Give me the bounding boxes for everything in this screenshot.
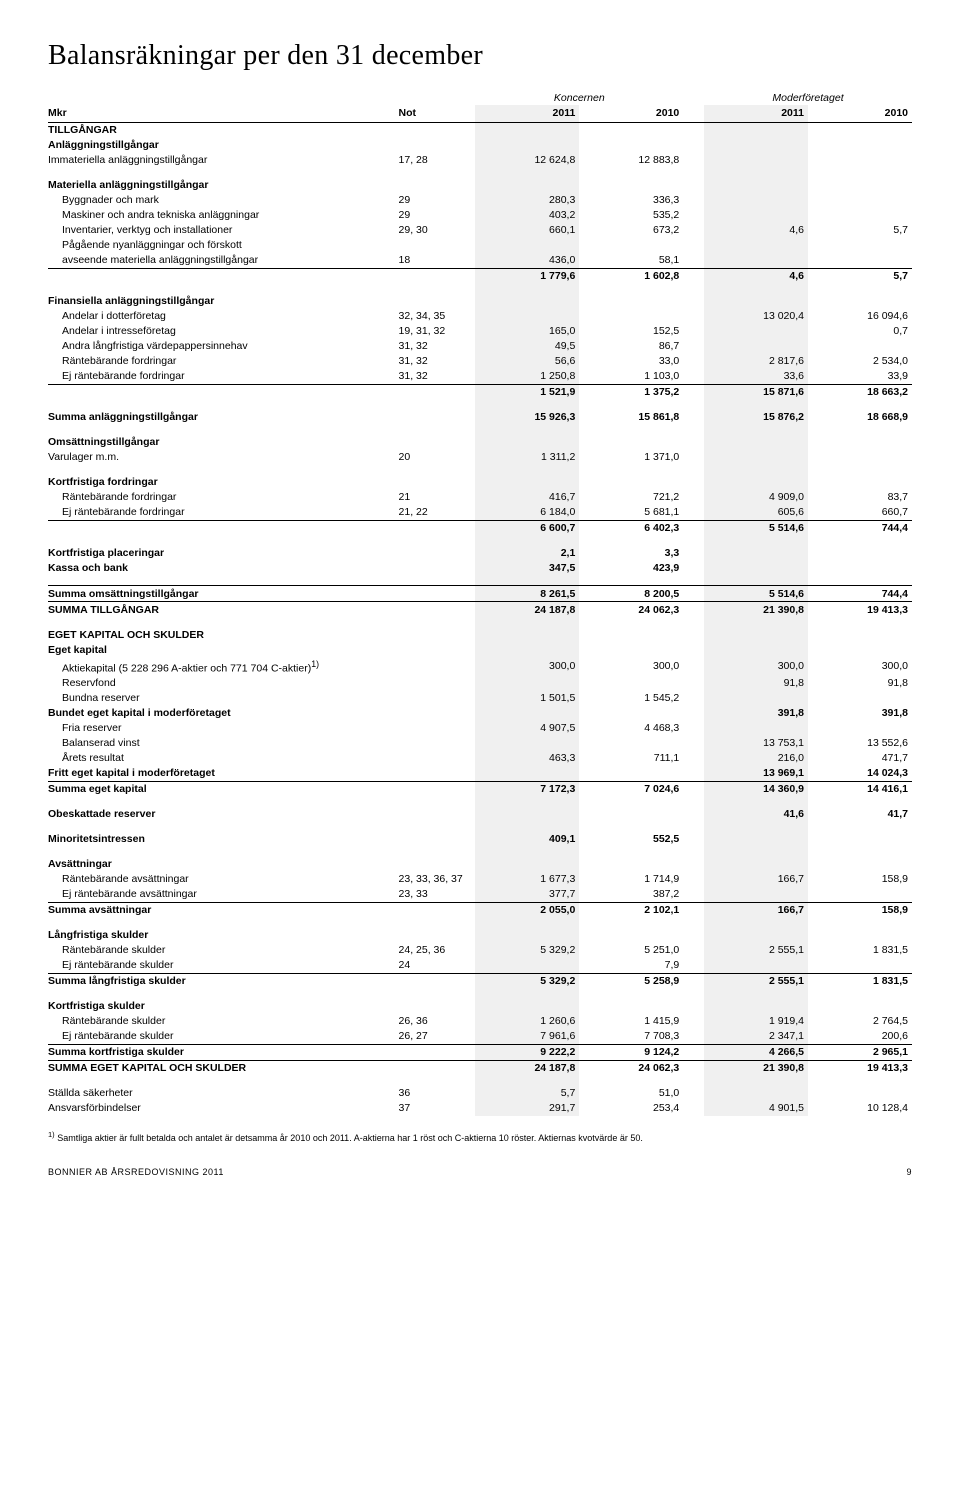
section-tillgangar: TILLGÅNGAR [48,122,912,138]
row-pagaende-2: avseende materiella anläggningstillgånga… [48,253,912,269]
sum-ks: Summa kortfristiga skulder9 222,29 124,2… [48,1044,912,1060]
row-varulager: Varulager m.m.201 311,21 371,0 [48,450,912,465]
section-anlaggning: Anläggningstillgångar [48,138,912,153]
section-kortfristiga: Kortfristiga skulder [48,999,912,1014]
row-ansvarsforbindelser: Ansvarsförbindelser37291,7253,44 901,510… [48,1101,912,1116]
column-group-header: Koncernen Moderföretaget [48,90,912,105]
row-balanserad-vinst: Balanserad vinst13 753,113 552,6 [48,736,912,751]
sum-eks: SUMMA EGET KAPITAL OCH SKULDER24 187,824… [48,1060,912,1076]
col-m-2010: 2010 [808,105,912,122]
row-kassa-bank: Kassa och bank347,5423,9 [48,561,912,576]
subtotal-materiella: 1 779,61 602,84,65,7 [48,268,912,284]
subtotal-kf: 6 600,76 402,35 514,6744,4 [48,520,912,536]
sum-ls: Summa långfristiga skulder5 329,25 258,9… [48,973,912,989]
section-omsattning: Omsättningstillgångar [48,435,912,450]
col-mkr: Mkr [48,105,395,122]
row-immateriella: Immateriella anläggningstillgångar17, 28… [48,153,912,168]
col-m-2011: 2011 [704,105,808,122]
section-eget-kapital-skulder: EGET KAPITAL OCH SKULDER [48,627,912,642]
page-footer: BONNIER AB ÅRSREDOVISNING 2011 9 [48,1167,912,1177]
row-kortfristiga-placeringar: Kortfristiga placeringar2,13,3 [48,546,912,561]
row-ks-rb: Räntebärande skulder26, 361 260,61 415,9… [48,1014,912,1029]
footnote: 1) Samtliga aktier är fullt betalda och … [48,1130,912,1143]
section-materiella: Materiella anläggningstillgångar [48,178,912,193]
section-finansiella: Finansiella anläggningstillgångar [48,294,912,309]
row-andelar-dotter: Andelar i dotterföretag32, 34, 3513 020,… [48,309,912,324]
row-rantebarande-fordringar: Räntebärande fordringar31, 3256,633,02 8… [48,354,912,369]
row-inventarier: Inventarier, verktyg och installationer2… [48,223,912,238]
row-andelar-intresse: Andelar i intresseföretag19, 31, 32165,0… [48,324,912,339]
page-number: 9 [906,1167,912,1177]
row-kf-rantebarande: Räntebärande fordringar21416,7721,24 909… [48,490,912,505]
balance-sheet-table: Koncernen Moderföretaget Mkr Not 2011 20… [48,90,912,1116]
section-kortfristiga-fordringar: Kortfristiga fordringar [48,475,912,490]
row-ej-rantebarande-fordringar: Ej räntebärande fordringar31, 321 250,81… [48,369,912,385]
row-reservfond: Reservfond91,891,8 [48,676,912,691]
section-avsattningar: Avsättningar [48,857,912,872]
footer-left: BONNIER AB ÅRSREDOVISNING 2011 [48,1167,224,1177]
row-ls-rb: Räntebärande skulder24, 25, 365 329,25 2… [48,943,912,958]
page-title: Balansräkningar per den 31 december [48,40,912,72]
row-stallda-sakerheter: Ställda säkerheter365,751,0 [48,1086,912,1101]
sum-avs: Summa avsättningar2 055,02 102,1166,7158… [48,902,912,918]
row-kf-ej-rantebarande: Ej räntebärande fordringar21, 226 184,05… [48,505,912,521]
col-not: Not [395,105,476,122]
row-andra-vardepapper: Andra långfristiga värdepappersinnehav31… [48,339,912,354]
row-ls-ejrb: Ej räntebärande skulder247,9 [48,958,912,974]
sum-tillgangar: SUMMA TILLGÅNGAR24 187,824 062,321 390,8… [48,602,912,618]
row-minoritet: Minoritetsintressen409,1552,5 [48,832,912,847]
row-avs-ejrb: Ej räntebärande avsättningar23, 33377,73… [48,887,912,903]
row-fria-reserver: Fria reserver4 907,54 468,3 [48,721,912,736]
group-koncernen: Koncernen [475,90,683,105]
row-bundet-ek: Bundet eget kapital i moderföretaget391,… [48,706,912,721]
row-aktiekapital: Aktiekapital (5 228 296 A-aktier och 771… [48,657,912,676]
col-k-2011: 2011 [475,105,579,122]
section-langfristiga: Långfristiga skulder [48,928,912,943]
group-moderforetaget: Moderföretaget [704,90,912,105]
row-ks-ejrb: Ej räntebärande skulder26, 277 961,67 70… [48,1029,912,1045]
row-arets-resultat: Årets resultat463,3711,1216,0471,7 [48,751,912,766]
sum-anlaggning: Summa anläggningstillgångar15 926,315 86… [48,410,912,425]
row-fritt-ek: Fritt eget kapital i moderföretaget13 96… [48,766,912,782]
subtotal-finansiella: 1 521,91 375,215 871,618 663,2 [48,384,912,400]
row-pagaende-1: Pågående nyanläggningar och förskott [48,238,912,253]
section-eget-kapital: Eget kapital [48,642,912,657]
row-obeskattade: Obeskattade reserver41,641,7 [48,807,912,822]
row-maskiner: Maskiner och andra tekniska anläggningar… [48,208,912,223]
row-byggnader: Byggnader och mark29280,3336,3 [48,193,912,208]
sum-ek: Summa eget kapital7 172,37 024,614 360,9… [48,781,912,797]
row-bundna-reserver: Bundna reserver1 501,51 545,2 [48,691,912,706]
year-header: Mkr Not 2011 2010 2011 2010 [48,105,912,122]
row-avs-rb: Räntebärande avsättningar23, 33, 36, 371… [48,872,912,887]
col-k-2010: 2010 [579,105,683,122]
sum-omsattning: Summa omsättningstillgångar8 261,58 200,… [48,586,912,602]
